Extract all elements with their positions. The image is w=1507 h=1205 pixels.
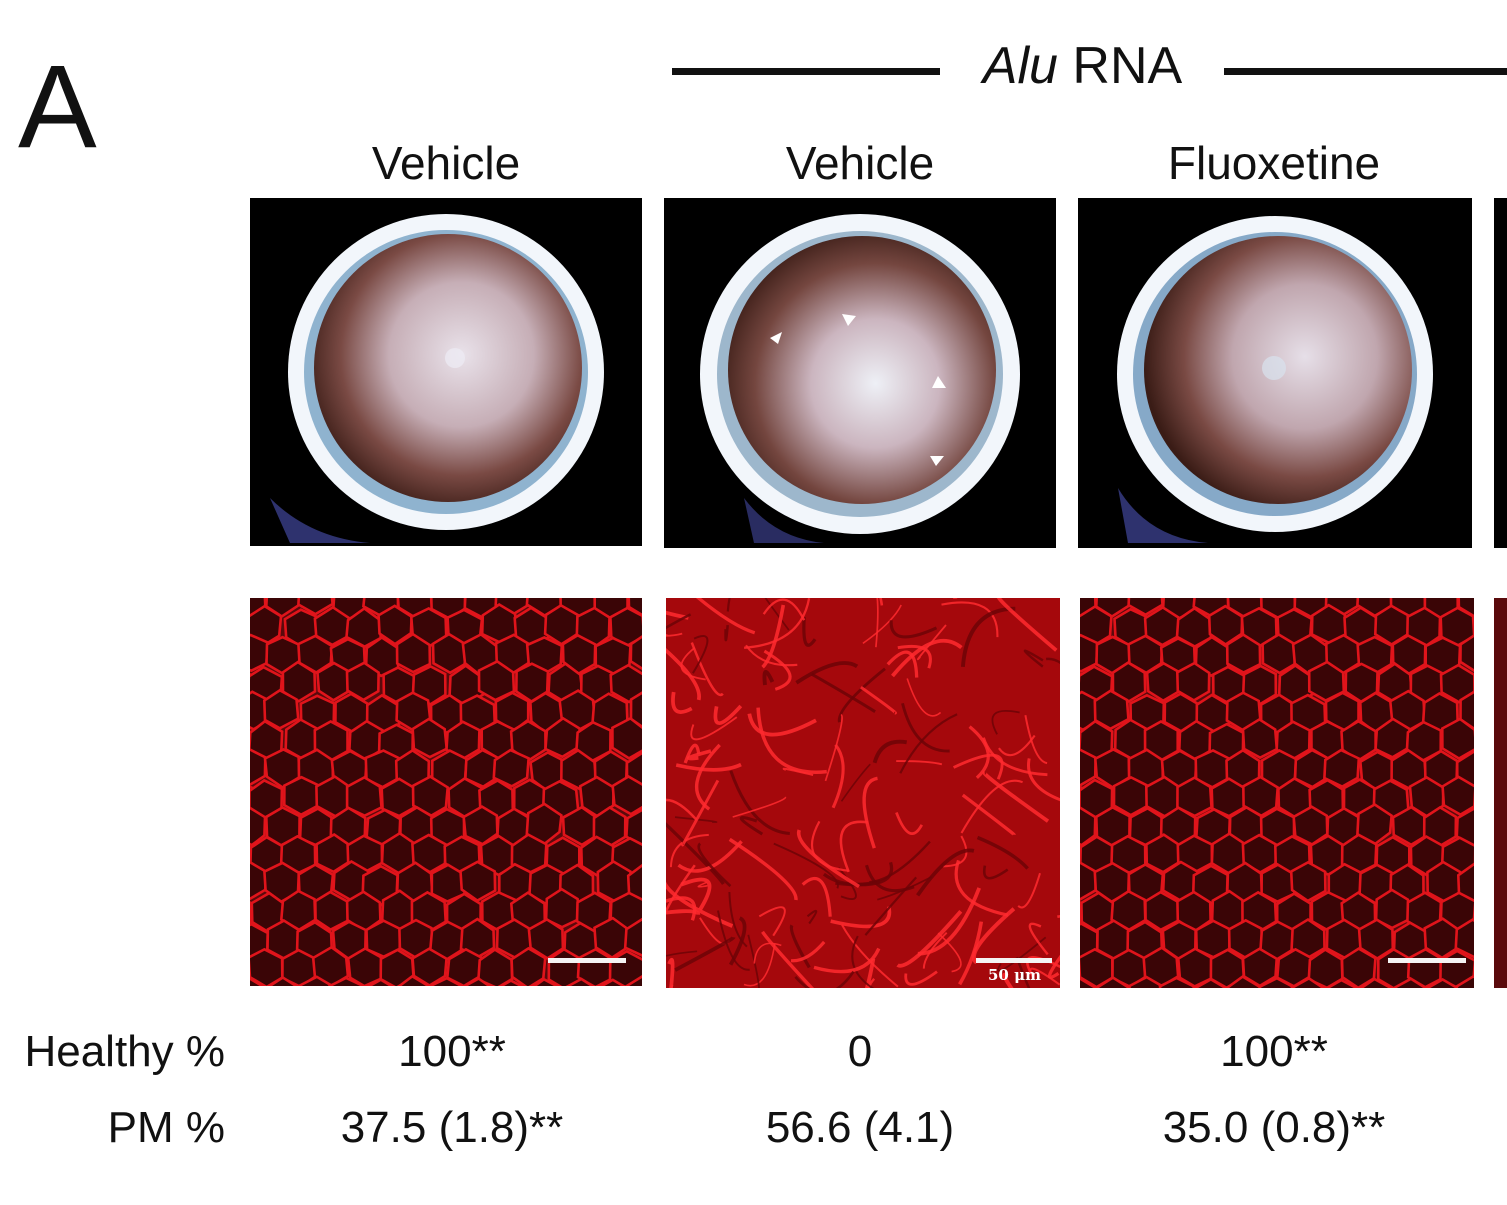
flatmount-image-2: 50 μm (666, 598, 1060, 988)
scale-bar (1388, 958, 1466, 963)
pm-value-1: 37.5 (1.8)** (340, 1103, 564, 1152)
pm-value-3: 35.0 (0.8)** (1162, 1103, 1386, 1152)
scale-bar (548, 958, 626, 963)
healthy-value-3: 100** (1220, 1027, 1328, 1076)
scale-bar (976, 958, 1052, 963)
column-title-1: Vehicle (371, 137, 521, 189)
row-label-healthy: Healthy % (24, 1027, 225, 1076)
fundus-image-2 (664, 198, 1056, 548)
row-label-pm: PM % (107, 1103, 225, 1152)
group-label: Alu RNA (940, 40, 1225, 92)
fundus-image-1 (250, 198, 642, 546)
group-label-rest: RNA (1057, 37, 1183, 95)
flatmount-image-1 (250, 598, 642, 986)
arrowhead-marker (930, 456, 944, 466)
pm-value-2: 56.6 (4.1) (765, 1103, 955, 1152)
healthy-value-1: 100** (398, 1027, 506, 1076)
arrowhead-marker (770, 332, 782, 344)
scale-bar-label: 50 μm (988, 966, 1041, 984)
healthy-value-2: 0 (847, 1027, 873, 1076)
group-bracket-left (672, 68, 940, 75)
column-title-2: Vehicle (785, 137, 935, 189)
cropped-panel-edge (1494, 198, 1507, 548)
column-title-3: Fluoxetine (1167, 137, 1381, 189)
arrowhead-marker (842, 314, 856, 326)
arrowhead-marker (932, 376, 946, 388)
group-label-italic: Alu (982, 37, 1058, 95)
panel-letter: A (18, 41, 97, 173)
group-bracket-right (1224, 68, 1507, 75)
cropped-panel-edge (1494, 598, 1507, 988)
fundus-image-3 (1078, 198, 1472, 548)
flatmount-image-3 (1080, 598, 1474, 988)
